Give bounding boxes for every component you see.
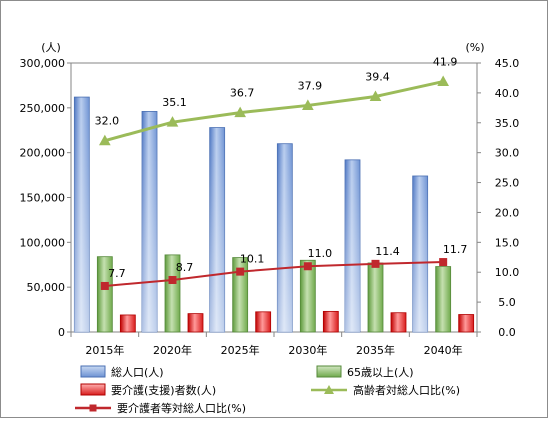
care-needed-bar (187, 313, 204, 333)
elderly-ratio-marker (234, 106, 247, 118)
care-ratio-label: 11.0 (308, 247, 333, 260)
care-ratio-label: 7.7 (108, 267, 126, 280)
care-ratio-marker (439, 258, 448, 267)
care-needed-bar (255, 311, 272, 333)
x-axis-tick-label: 2040年 (424, 343, 463, 357)
aged-65-plus-bar (367, 262, 384, 333)
aged-65-plus-bar (164, 254, 181, 333)
x-axis-tick-label: 2035年 (356, 343, 395, 357)
elderly-ratio-marker (98, 134, 111, 146)
x-axis-tick-label: 2020年 (153, 343, 192, 357)
right-axis-tick-label: 30.0 (495, 147, 520, 160)
legend-care-needed-label: 要介護(支援)者数(人) (111, 383, 216, 397)
right-axis-tick-label: 25.0 (495, 177, 520, 190)
right-axis-tick-label: 5.0 (498, 296, 516, 309)
care-ratio-label: 8.7 (176, 261, 194, 274)
care-ratio-marker (303, 262, 312, 271)
left-axis-unit: (人) (41, 41, 61, 54)
x-axis-tick-label: 2025年 (221, 343, 260, 357)
right-axis-tick-label: 40.0 (495, 87, 520, 100)
elderly-ratio-marker (437, 75, 450, 87)
care-ratio-line (104, 261, 444, 287)
aged-65-plus-bar (232, 257, 249, 333)
elderly-ratio-label: 41.9 (433, 56, 458, 69)
left-axis-tick-label: 0 (58, 326, 65, 339)
left-axis-tick-label: 200,000 (20, 147, 66, 160)
right-axis-tick-label: 35.0 (495, 117, 520, 130)
left-axis-tick-label: 250,000 (20, 102, 66, 115)
elderly-ratio-label: 35.1 (162, 96, 187, 109)
legend-care-ratio-label: 要介護者等対総人口比(%) (117, 401, 246, 415)
care-ratio-marker (168, 275, 177, 284)
legend-elderly-ratio-label: 高齢者対総人口比(%) (353, 383, 460, 397)
elderly-ratio-label: 36.7 (230, 87, 255, 100)
elderly-ratio-marker (369, 90, 382, 101)
care-needed-bar (322, 310, 339, 333)
care-ratio-label: 11.4 (375, 245, 400, 258)
elderly-ratio-line (104, 80, 444, 143)
right-axis-unit: (%) (465, 41, 484, 54)
care-needed-bar (119, 314, 136, 333)
right-axis-tick-label: 10.0 (495, 266, 520, 279)
care-ratio-marker (371, 259, 380, 268)
bar-shine (277, 143, 293, 332)
legend-total-population-swatch (80, 365, 106, 378)
aged-65-plus-bar (299, 259, 316, 333)
legend-aged-65-plus-label: 65歳以上(人) (347, 366, 414, 379)
aged-65-plus-bar (435, 266, 452, 333)
care-needed-bar (390, 312, 407, 333)
left-axis-tick-label: 150,000 (20, 192, 66, 205)
left-axis-tick-label: 300,000 (20, 57, 66, 70)
care-ratio-label: 11.7 (443, 243, 468, 256)
elderly-ratio-label: 37.9 (298, 79, 323, 92)
care-ratio-marker (236, 267, 245, 276)
x-axis-tick-label: 2015年 (85, 343, 124, 357)
bar-shine (142, 111, 157, 332)
legend-aged-65-plus-swatch (316, 365, 342, 378)
elderly-ratio-marker (301, 99, 314, 110)
left-axis-tick-label: 50,000 (27, 281, 66, 294)
bar-shine (412, 175, 428, 332)
aged-65-plus-bar (96, 256, 113, 333)
care-needed-bar (458, 314, 475, 333)
right-axis-tick-label: 15.0 (495, 236, 520, 249)
right-axis-tick-label: 20.0 (495, 206, 520, 219)
right-axis-tick-label: 0.0 (498, 326, 516, 339)
x-axis-tick-label: 2030年 (288, 343, 327, 357)
legend-care-needed-swatch (80, 383, 106, 396)
care-ratio-label: 10.1 (240, 253, 265, 266)
right-axis-tick-label: 45.0 (495, 57, 520, 70)
elderly-ratio-label: 39.4 (365, 70, 390, 83)
bar-shine (345, 159, 360, 332)
legend-care-ratio-marker (89, 404, 97, 412)
legend-total-population-label: 総人口(人) (111, 365, 164, 379)
bar-shine (74, 97, 90, 332)
elderly-ratio-label: 32.0 (95, 115, 120, 128)
elderly-ratio-marker (166, 116, 179, 127)
left-axis-tick-label: 100,000 (20, 236, 66, 249)
legend-elderly-ratio-marker (324, 385, 334, 394)
care-ratio-marker (100, 281, 109, 290)
bar-shine (209, 127, 225, 332)
